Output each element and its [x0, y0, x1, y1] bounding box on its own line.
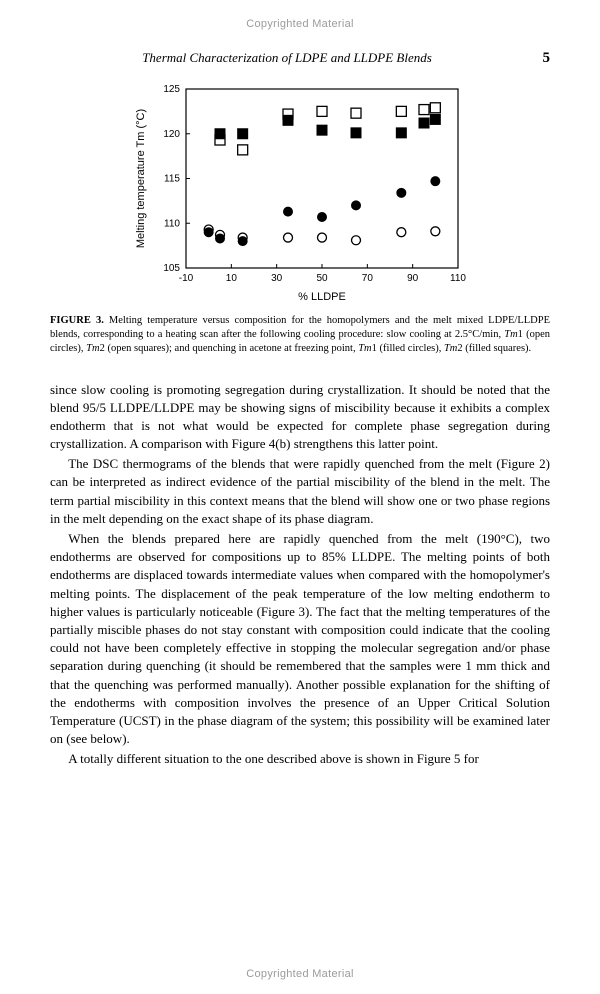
caption-text-8: 2 (filled squares). [457, 343, 531, 354]
running-header: Thermal Characterization of LDPE and LLD… [50, 50, 550, 67]
page: Copyrighted Material Thermal Characteriz… [0, 0, 600, 994]
paragraph-2: The DSC thermograms of the blends that w… [50, 455, 550, 528]
svg-text:110: 110 [450, 273, 466, 284]
svg-text:90: 90 [407, 273, 419, 284]
body-text: since slow cooling is promoting segregat… [50, 381, 550, 769]
svg-text:Melting temperature Tm (°C): Melting temperature Tm (°C) [135, 109, 147, 248]
page-number: 5 [524, 50, 550, 67]
paragraph-4: A totally different situation to the one… [50, 750, 550, 768]
svg-text:% LLDPE: % LLDPE [298, 291, 346, 303]
svg-text:110: 110 [164, 218, 180, 229]
svg-text:30: 30 [271, 273, 283, 284]
caption-text-6: 1 (filled circles), [372, 343, 444, 354]
caption-text-0: Melting temperature versus composition f… [50, 315, 550, 340]
figure-3-caption: FIGURE 3. Melting temperature versus com… [50, 314, 550, 357]
svg-text:-10: -10 [179, 273, 194, 284]
running-title: Thermal Characterization of LDPE and LLD… [50, 50, 524, 66]
copyright-bottom: Copyrighted Material [0, 968, 600, 980]
copyright-top: Copyrighted Material [50, 18, 550, 30]
caption-tm-2: Tm [86, 343, 99, 354]
svg-text:105: 105 [163, 263, 180, 274]
figure-3-chart: -10 10 30 50 70 90 110 105 110 115 120 125 % LLDPE Me… [130, 79, 470, 304]
paragraph-1: since slow cooling is promoting segregat… [50, 381, 550, 454]
figure-label: FIGURE 3. [50, 315, 104, 326]
svg-text:120: 120 [163, 129, 180, 140]
svg-text:115: 115 [164, 174, 180, 185]
svg-text:125: 125 [163, 84, 180, 95]
caption-tm-3: Tm [358, 343, 371, 354]
svg-text:10: 10 [226, 273, 238, 284]
caption-text-4: 2 (open squares); and quenching in aceto… [100, 343, 359, 354]
caption-tm-1: Tm [504, 329, 517, 340]
svg-text:50: 50 [316, 273, 328, 284]
paragraph-3: When the blends prepared here are rapidl… [50, 530, 550, 748]
scatter-chart-svg: -10 10 30 50 70 90 110 105 110 115 120 125 % LLDPE Me… [130, 79, 470, 304]
caption-tm-4: Tm [444, 343, 457, 354]
svg-text:70: 70 [362, 273, 374, 284]
